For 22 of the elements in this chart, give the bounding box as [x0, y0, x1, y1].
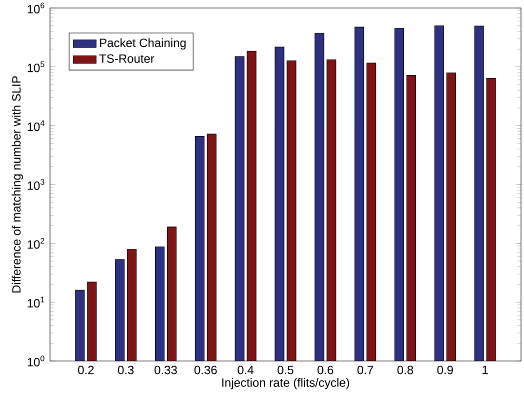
- x-tick-label: 0.5: [278, 366, 294, 374]
- y-tick-label: 10$^{1}$: [28, 296, 44, 308]
- y-tick-label: 10$^{6}$: [28, 2, 44, 14]
- legend-label: TS-Router: [99, 54, 154, 63]
- x-tick-label: 0.2: [78, 366, 94, 374]
- x-tick-label: 1: [482, 366, 488, 374]
- x-tick-label: 0.3: [118, 366, 134, 374]
- x-tick-label: 0.33: [154, 366, 177, 374]
- y-tick-label: 10$^{3}$: [28, 179, 44, 190]
- y-tick-label: 10$^{0}$: [28, 356, 44, 366]
- x-tick-label: 0.4: [238, 366, 254, 374]
- y-tick-label: 10$^{4}$: [28, 120, 44, 132]
- y-tick-label: 10$^{5}$: [28, 61, 44, 72]
- y-axis-title: Difference of matching number with SLIP: [12, 76, 24, 292]
- x-axis-title: Injection rate (flits/cycle): [222, 378, 350, 390]
- x-tick-label: 0.36: [194, 366, 217, 374]
- x-tick-label: 0.9: [437, 366, 453, 374]
- legend-label: Packet Chaining: [100, 38, 186, 50]
- x-tick-label: 0.7: [357, 366, 374, 374]
- y-tick-label: 10$^{2}$: [28, 238, 44, 249]
- x-tick-label: 0.6: [318, 366, 334, 374]
- x-tick-label: 0.8: [397, 366, 414, 374]
